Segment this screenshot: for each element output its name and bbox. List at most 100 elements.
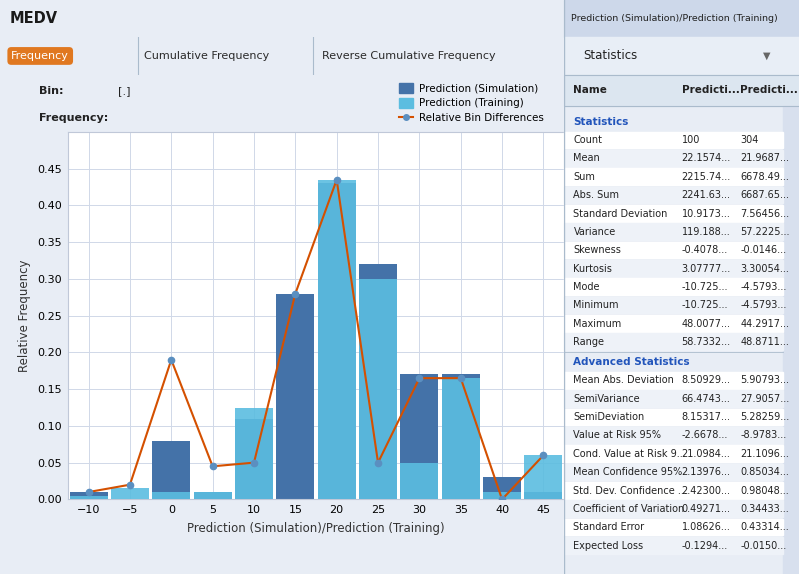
Text: 119.188...: 119.188... — [682, 227, 730, 237]
Bar — [564, 0, 799, 37]
Bar — [70, 496, 108, 499]
Bar — [483, 478, 521, 499]
Text: 2.42300...: 2.42300... — [682, 486, 730, 495]
Bar — [564, 537, 782, 554]
Bar — [153, 492, 190, 499]
Bar — [400, 463, 439, 499]
Text: 0.85034...: 0.85034... — [740, 467, 789, 477]
Bar — [564, 427, 782, 444]
Text: 21.1096...: 21.1096... — [740, 449, 789, 459]
Text: 27.9057...: 27.9057... — [740, 394, 789, 404]
Text: 22.1574...: 22.1574... — [682, 153, 731, 164]
Bar — [276, 294, 314, 499]
Text: Mean: Mean — [574, 153, 600, 164]
Text: ▼: ▼ — [763, 51, 771, 61]
Bar — [564, 205, 782, 222]
Text: 2241.63...: 2241.63... — [682, 190, 730, 200]
Bar — [564, 482, 782, 499]
Bar — [564, 315, 782, 332]
Text: Kurtosis: Kurtosis — [574, 263, 612, 274]
Text: Mode: Mode — [574, 282, 600, 292]
Bar — [564, 260, 782, 277]
Bar — [564, 333, 782, 350]
Text: 6678.49...: 6678.49... — [740, 172, 789, 182]
Bar — [153, 441, 190, 499]
Bar — [564, 131, 782, 149]
Text: 10.9173...: 10.9173... — [682, 208, 730, 219]
Bar — [193, 492, 232, 499]
Text: -8.9783...: -8.9783... — [740, 430, 786, 440]
Text: -0.1294...: -0.1294... — [682, 541, 728, 550]
Text: -0.0146...: -0.0146... — [740, 245, 786, 255]
Bar — [564, 150, 782, 166]
Text: Range: Range — [574, 337, 605, 347]
Bar — [564, 390, 782, 407]
Bar — [318, 180, 356, 499]
Text: 8.15317...: 8.15317... — [682, 412, 730, 422]
Text: 8.50929...: 8.50929... — [682, 375, 730, 386]
Bar — [400, 374, 439, 499]
Text: Bin:: Bin: — [39, 86, 64, 96]
Text: -2.6678...: -2.6678... — [682, 430, 728, 440]
X-axis label: Prediction (Simulation)/Prediction (Training): Prediction (Simulation)/Prediction (Trai… — [187, 522, 445, 535]
Text: 21.0984...: 21.0984... — [682, 449, 730, 459]
Text: Standard Error: Standard Error — [574, 522, 645, 532]
Bar — [564, 409, 782, 425]
Text: Statistics: Statistics — [583, 49, 637, 63]
Text: Cumulative Frequency: Cumulative Frequency — [144, 51, 269, 61]
Text: Sum: Sum — [574, 172, 595, 182]
Text: 44.2917...: 44.2917... — [740, 319, 789, 328]
Text: Name: Name — [574, 86, 607, 95]
Text: 48.0077...: 48.0077... — [682, 319, 730, 328]
Text: Frequency:: Frequency: — [39, 113, 109, 123]
Bar — [442, 374, 479, 499]
Bar — [564, 445, 782, 462]
Bar — [524, 492, 562, 499]
Text: Predicti...: Predicti... — [682, 86, 739, 95]
Text: 58.7332...: 58.7332... — [682, 337, 730, 347]
Legend: Prediction (Simulation), Prediction (Training), Relative Bin Differences: Prediction (Simulation), Prediction (Tra… — [395, 79, 547, 127]
Text: 3.30054...: 3.30054... — [740, 263, 789, 274]
Text: -4.5793...: -4.5793... — [740, 282, 787, 292]
Text: Maximum: Maximum — [574, 319, 622, 328]
Text: Prediction (Simulation)/Prediction (Training): Prediction (Simulation)/Prediction (Trai… — [571, 14, 778, 23]
Text: [.]: [.] — [118, 86, 131, 96]
Bar — [564, 223, 782, 240]
Text: SemiVariance: SemiVariance — [574, 394, 640, 404]
Text: Advanced Statistics: Advanced Statistics — [574, 357, 690, 367]
Text: Minimum: Minimum — [574, 300, 619, 310]
Text: Cond. Value at Risk 9...: Cond. Value at Risk 9... — [574, 449, 686, 459]
Text: 0.98048...: 0.98048... — [740, 486, 789, 495]
Text: 7.56456...: 7.56456... — [740, 208, 789, 219]
Text: 66.4743...: 66.4743... — [682, 394, 730, 404]
Bar — [483, 492, 521, 499]
Text: 6687.65...: 6687.65... — [740, 190, 789, 200]
Text: Frequency: Frequency — [11, 51, 70, 61]
Bar — [359, 264, 397, 499]
Text: 0.34433...: 0.34433... — [740, 504, 789, 514]
Y-axis label: Relative Frequency: Relative Frequency — [18, 259, 30, 372]
Bar — [235, 418, 273, 499]
Text: 1.08626...: 1.08626... — [682, 522, 730, 532]
Text: Abs. Sum: Abs. Sum — [574, 190, 619, 200]
Bar — [318, 184, 356, 499]
Text: 5.28259...: 5.28259... — [740, 412, 789, 422]
Text: Variance: Variance — [574, 227, 616, 237]
Text: -0.0150...: -0.0150... — [740, 541, 786, 550]
Bar — [564, 518, 782, 536]
Bar — [564, 75, 799, 106]
Bar — [193, 492, 232, 499]
Text: Skewness: Skewness — [574, 245, 622, 255]
Bar — [564, 372, 782, 389]
Bar — [564, 501, 782, 517]
Text: MEDV: MEDV — [10, 11, 58, 26]
Text: Mean Abs. Deviation: Mean Abs. Deviation — [574, 375, 674, 386]
Bar — [524, 455, 562, 499]
Text: Standard Deviation: Standard Deviation — [574, 208, 668, 219]
Text: Coefficient of Variation: Coefficient of Variation — [574, 504, 685, 514]
Text: 304: 304 — [740, 135, 758, 145]
Text: -10.725...: -10.725... — [682, 300, 728, 310]
Text: Count: Count — [574, 135, 602, 145]
Text: ✕: ✕ — [779, 12, 789, 25]
Text: 0.49271...: 0.49271... — [682, 504, 730, 514]
